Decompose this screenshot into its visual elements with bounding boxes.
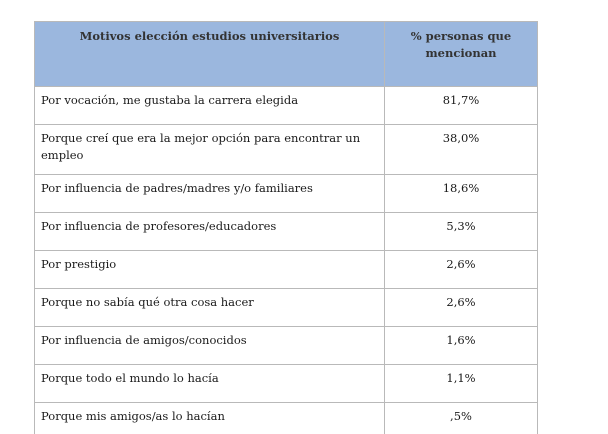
motivo-cell: Por influencia de amigos/conocidos [34, 326, 385, 365]
table-header-row: Motivos elección estudios universitarios… [34, 21, 538, 87]
percentage-cell: 5,3% [384, 212, 538, 251]
motivo-cell: Porque creí que era la mejor opción para… [34, 124, 385, 175]
motivo-cell: Por prestigio [34, 250, 385, 289]
table-row: Porque mis amigos/as lo hacían ,5% [34, 402, 538, 434]
motivo-cell: Por influencia de profesores/educadores [34, 212, 385, 251]
table-row: Porque todo el mundo lo hacía 1,1% [34, 364, 538, 403]
motivo-cell: Porque todo el mundo lo hacía [34, 364, 385, 403]
table-row: Por influencia de profesores/educadores … [34, 212, 538, 251]
percentage-cell: 38,0% [384, 124, 538, 175]
motivo-cell: Porque no sabía qué otra cosa hacer [34, 288, 385, 327]
table-row: Por influencia de padres/madres y/o fami… [34, 174, 538, 213]
percentage-cell: 81,7% [384, 86, 538, 125]
percentage-cell: 18,6% [384, 174, 538, 213]
percentage-cell: 1,6% [384, 326, 538, 365]
table-row: Porque creí que era la mejor opción para… [34, 124, 538, 175]
percentage-cell: 2,6% [384, 250, 538, 289]
table-row: Por influencia de amigos/conocidos 1,6% [34, 326, 538, 365]
header-motivos: Motivos elección estudios universitarios [34, 21, 385, 87]
percentage-cell: 1,1% [384, 364, 538, 403]
table-row: Porque no sabía qué otra cosa hacer 2,6% [34, 288, 538, 327]
percentage-cell: 2,6% [384, 288, 538, 327]
table-row: Por prestigio 2,6% [34, 250, 538, 289]
motivo-cell: Porque mis amigos/as lo hacían [34, 402, 385, 434]
survey-table: Motivos elección estudios universitarios… [34, 21, 538, 434]
motivo-cell: Por vocación, me gustaba la carrera eleg… [34, 86, 385, 125]
header-porcentaje: % personas que mencionan [384, 21, 538, 87]
motivo-cell: Por influencia de padres/madres y/o fami… [34, 174, 385, 213]
table-row: Por vocación, me gustaba la carrera eleg… [34, 86, 538, 125]
percentage-cell: ,5% [384, 402, 538, 434]
